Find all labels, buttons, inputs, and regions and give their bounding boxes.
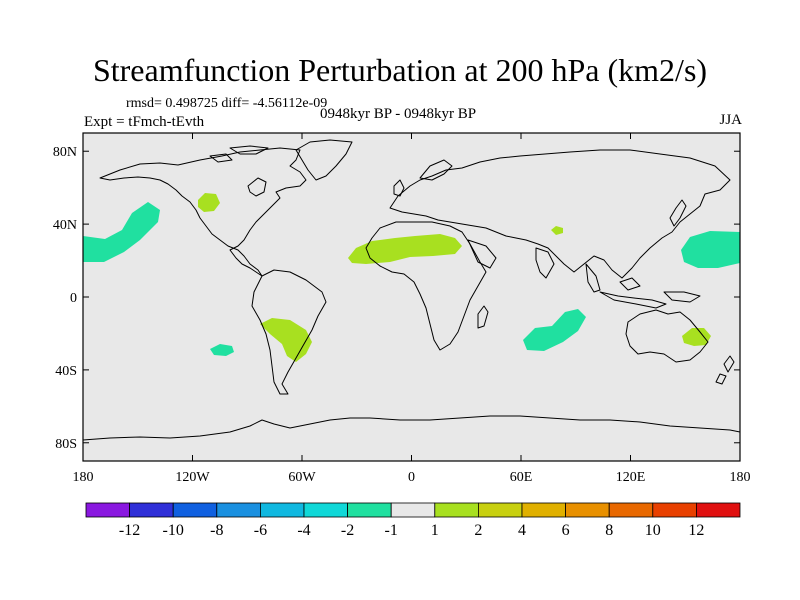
colorbar-swatch xyxy=(477,502,523,518)
lat-tick-label: 80N xyxy=(53,145,77,160)
stats-line: rmsd= 0.498725 diff= -4.56112e-09 xyxy=(126,96,328,111)
anomaly-south-indian xyxy=(523,309,586,351)
colorbar-label: -10 xyxy=(163,522,184,539)
colorbar-swatch xyxy=(434,502,479,518)
colorbar-swatch xyxy=(565,502,610,518)
colorbar-label: 2 xyxy=(474,522,482,539)
period-label: 0948kyr BP - 0948kyr BP xyxy=(320,106,477,122)
season-label: JJA xyxy=(719,112,742,128)
colorbar-swatch xyxy=(85,502,130,518)
plot-title: Streamfunction Perturbation at 200 hPa (… xyxy=(92,52,708,88)
coastlines xyxy=(82,139,741,441)
anomaly-se-pacific xyxy=(210,344,234,356)
coast-australia xyxy=(625,309,709,363)
colorbar-label: -1 xyxy=(385,522,398,539)
colorbar-swatch xyxy=(696,502,741,518)
coast-africa xyxy=(365,221,487,351)
anomaly-layer xyxy=(83,193,740,362)
coast-antarctica xyxy=(82,415,741,441)
coast-scandinavia xyxy=(419,159,453,181)
colorbar-label: 8 xyxy=(605,522,613,539)
lon-tick-label: 0 xyxy=(408,470,415,485)
colorbar-label: 6 xyxy=(562,522,570,539)
anomaly-south-america xyxy=(260,318,312,362)
axis-ticks: 80N 40N 0 40S 80S 180 120W 60W 0 60E 120E 180 xyxy=(53,133,751,485)
colorbar-swatch xyxy=(347,502,392,518)
colorbar-swatch xyxy=(608,502,654,518)
lon-tick-label: 180 xyxy=(73,470,94,485)
colorbar-label: -4 xyxy=(297,522,310,539)
colorbar-label: -6 xyxy=(254,522,267,539)
experiment-label: Expt = tFmch-tEvth xyxy=(84,114,205,130)
anomaly-nw-pacific xyxy=(681,231,740,268)
colorbar-labels: -12 -10 -8 -6 -4 -2 -1 1 2 4 6 8 10 12 xyxy=(119,522,704,539)
lat-tick-label: 80S xyxy=(55,437,77,452)
coast-north-america xyxy=(99,147,307,277)
lon-tick-label: 120E xyxy=(616,470,646,485)
colorbar-boxes xyxy=(85,502,741,518)
colorbar-label: 1 xyxy=(431,522,439,539)
colorbar-label: -2 xyxy=(341,522,354,539)
lat-tick-label: 40N xyxy=(53,218,77,233)
anomaly-west-us xyxy=(198,193,220,212)
anomaly-east-australia xyxy=(682,328,711,346)
coast-se-asia-islands xyxy=(585,263,701,309)
coast-hudson-bay xyxy=(247,177,267,197)
colorbar-swatch xyxy=(652,502,697,518)
anomaly-central-asia xyxy=(551,226,563,235)
coast-british-isles xyxy=(393,179,405,197)
colorbar-swatch xyxy=(259,502,305,518)
colorbar-swatch xyxy=(216,502,261,518)
lon-tick-label: 180 xyxy=(730,470,751,485)
colorbar-label: 12 xyxy=(688,522,704,539)
lat-tick-label: 0 xyxy=(70,291,77,306)
colorbar-swatch xyxy=(521,502,566,518)
colorbar-label: 10 xyxy=(645,522,661,539)
colorbar-label: -12 xyxy=(119,522,140,539)
lon-tick-label: 60W xyxy=(288,470,316,485)
colorbar-label: 4 xyxy=(518,522,526,539)
lat-tick-label: 40S xyxy=(55,364,77,379)
colorbar-swatch xyxy=(390,502,436,518)
colorbar-swatch xyxy=(172,502,218,518)
colorbar-swatch xyxy=(129,502,174,518)
colorbar-label: -8 xyxy=(210,522,223,539)
coast-greenland xyxy=(295,139,353,181)
anomaly-sahara xyxy=(348,234,462,264)
map-background xyxy=(83,133,740,461)
coast-eurasia xyxy=(389,149,731,279)
lon-tick-label: 60E xyxy=(510,470,533,485)
coast-south-america xyxy=(251,269,327,395)
lon-tick-label: 120W xyxy=(175,470,210,485)
colorbar-swatch xyxy=(303,502,348,518)
coast-madagascar xyxy=(477,305,489,329)
coast-new-zealand xyxy=(715,355,735,385)
coast-japan xyxy=(669,199,687,227)
coast-arctic-islands xyxy=(209,145,269,163)
anomaly-north-pacific xyxy=(83,202,160,262)
coast-arabia-india xyxy=(467,239,555,279)
